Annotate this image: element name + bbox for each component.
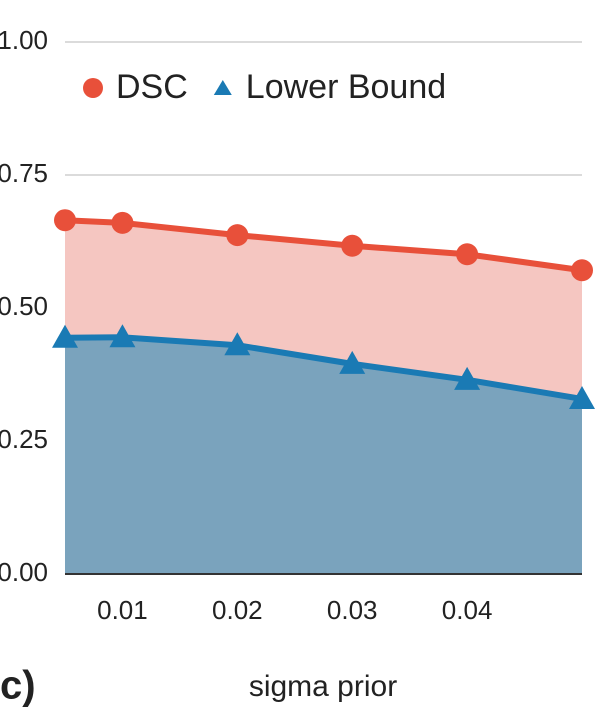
x-tick-label: 0.01 [97,595,148,625]
x-tick-label: 0.03 [327,595,378,625]
panel-label: c) [0,664,36,708]
y-tick-label: 0.50 [0,291,48,321]
x-tick-label: 0.04 [442,595,493,625]
marker [109,324,136,348]
line [64,334,583,402]
y-tick-label: 0.00 [0,557,48,587]
legend-marker [213,80,232,95]
marker [569,385,595,409]
x-tick-label: 0.02 [212,595,263,625]
y-tick-label: 1.00 [0,25,48,55]
x-axis-label: sigma prior [249,670,397,703]
y-tick-label: 0.75 [0,158,48,188]
y-tick-label: 0.25 [0,424,48,454]
marker [224,332,251,356]
area [65,337,582,574]
marker [52,324,78,348]
marker [571,259,593,282]
marker [454,366,481,390]
marker [339,350,366,374]
legend-marker [83,78,103,98]
marker [456,243,479,266]
marker [111,211,134,234]
marker [341,234,364,257]
legend-label: DSC [116,68,188,106]
marker [226,224,249,247]
legend-label: Lower Bound [246,68,446,106]
marker [54,209,76,232]
